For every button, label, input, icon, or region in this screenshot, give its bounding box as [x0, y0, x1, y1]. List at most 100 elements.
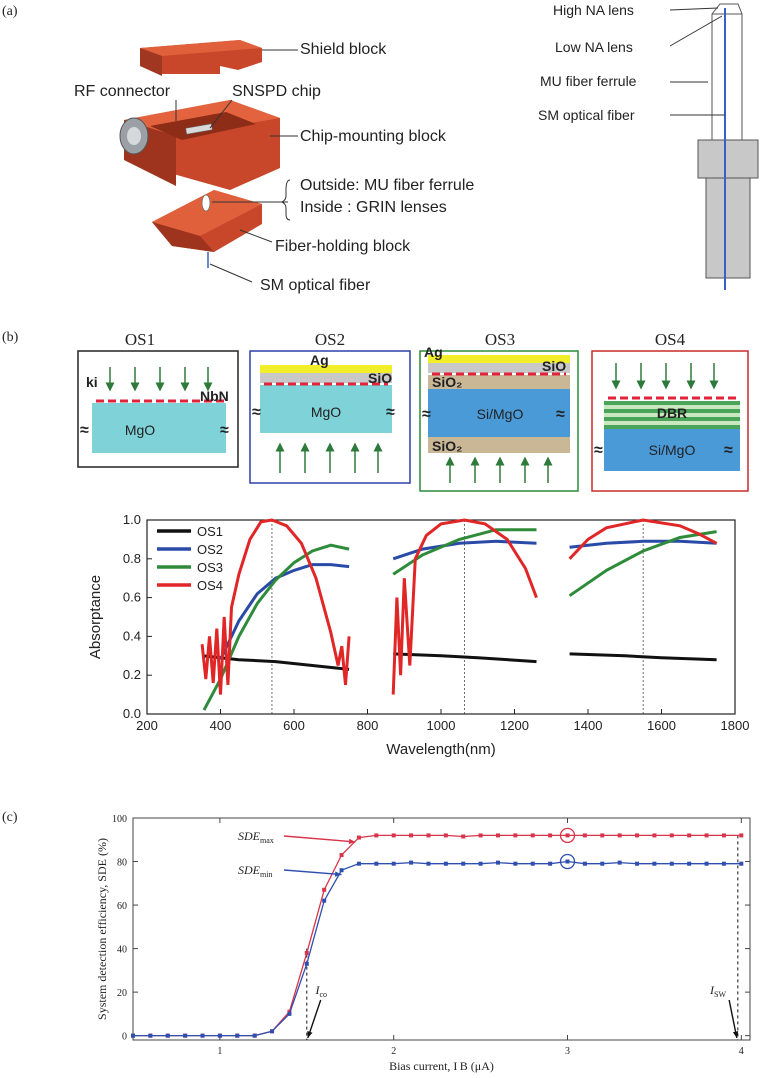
sde-min-arrow-head	[334, 871, 342, 877]
series-marker-sde_min	[739, 861, 744, 866]
i-sw-arrow-head	[732, 1031, 739, 1038]
os4-dbr-layers	[604, 401, 740, 429]
y-tick-label: 0	[122, 1032, 127, 1043]
label-low-na-lens: Low NA lens	[555, 39, 633, 55]
series-marker-sde_min	[721, 861, 726, 866]
series-marker-sde_min	[443, 861, 448, 866]
series-line-os3	[568, 530, 717, 597]
os3-frame	[419, 350, 579, 492]
plot-frame	[132, 817, 751, 1041]
series-line-os2	[219, 563, 350, 661]
series-marker-sde_min	[148, 1033, 153, 1038]
x-tick-label: 1400	[574, 718, 603, 733]
x-tick-label: 1800	[721, 718, 750, 733]
sde-max-arrow-head	[348, 838, 356, 845]
os3-break-left: ≈	[422, 406, 431, 423]
x-tick-label: 3	[565, 1046, 570, 1057]
os3-substrate-label: Si/MgO	[477, 406, 524, 422]
series-marker-sde_max	[530, 833, 535, 838]
y-tick-label: 40	[117, 945, 127, 956]
series-marker-sde_max	[391, 833, 396, 838]
series-marker-sde_max	[739, 833, 744, 838]
y-tick-label: 0.8	[123, 551, 141, 566]
series-marker-sde_min	[391, 861, 396, 866]
panel-a-figure: Shield block RF connector SNSPD chip Chi…	[74, 2, 759, 294]
series-marker-sde_min	[270, 1029, 275, 1034]
os4-break-left: ≈	[594, 442, 603, 459]
legend-label-os3: OS3	[197, 560, 223, 575]
series-marker-sde_max	[339, 853, 344, 857]
legend-label-os2: OS2	[197, 542, 223, 557]
fiber-holding-block-shape	[152, 190, 262, 252]
legend-label-os1: OS1	[197, 524, 223, 539]
os2-ag-label: Ag	[310, 352, 329, 368]
y-tick-label: 100	[112, 814, 127, 825]
x-axis-title: Bias current, I B (μA)	[389, 1059, 494, 1073]
panel-a-tag: (a)	[2, 4, 18, 19]
sde-max-arrow	[283, 835, 356, 843]
os3-title: OS3	[485, 330, 515, 349]
x-tick-label: 1600	[647, 718, 676, 733]
os1-substrate-label: MgO	[125, 422, 155, 438]
series-marker-sde_max	[374, 833, 379, 838]
series-marker-sde_min	[252, 1033, 257, 1038]
highlight-circle-sde_min	[559, 853, 576, 870]
series-marker-sde_max	[582, 833, 587, 838]
label-rf-connector: RF connector	[74, 83, 171, 100]
series-marker-sde_max	[617, 833, 622, 838]
x-tick-label: 600	[283, 718, 305, 733]
series-marker-sde_max	[687, 833, 692, 838]
series-marker-sde_max	[426, 833, 431, 838]
series-marker-sde_min	[478, 861, 483, 866]
series-marker-sde_max	[548, 833, 553, 838]
os4-frame	[591, 350, 749, 492]
os3-sio-label: SiO	[542, 358, 566, 374]
x-axis-title: Wavelength(nm)	[386, 741, 495, 758]
series-marker-sde_min	[530, 861, 535, 866]
os2-sio-label: SiO	[368, 370, 392, 386]
label-chip-mounting-block: Chip-mounting block	[300, 128, 447, 145]
label-mu-fiber-ferrule: MU fiber ferrule	[540, 73, 637, 89]
ferrule-diagram	[697, 3, 759, 290]
y-tick-label: 0.4	[123, 628, 141, 643]
y-tick-label: 0.0	[123, 706, 141, 721]
series-marker-sde_max	[721, 833, 726, 838]
sde-min-arrow	[283, 869, 342, 876]
os4-dbr-label: DBR	[657, 405, 687, 421]
label-snspd-chip: SNSPD chip	[232, 83, 321, 100]
os1-break-right: ≈	[220, 422, 229, 439]
panel-b-structures: OS1 ki NbN MgO ≈ ≈ OS2 Ag SiO MgO ≈ ≈ OS…	[77, 330, 749, 492]
series-marker-sde_max	[495, 833, 500, 838]
series-marker-sde_min	[356, 861, 361, 866]
absorptance-chart: 200 400 600 800 1000 1200 1400 1600 1800 0.0 0.2 0.…	[87, 512, 750, 758]
series-marker-sde_max	[635, 833, 640, 838]
chip-mounting-block-shape	[119, 100, 280, 190]
series-line-os3	[392, 528, 537, 576]
series-marker-sde_min	[548, 861, 553, 866]
label-sm-optical-fiber-right: SM optical fiber	[538, 107, 635, 123]
series-marker-sde_max	[443, 833, 448, 838]
series-marker-sde_min	[217, 1033, 222, 1038]
panel-c-tag: (c)	[2, 810, 18, 825]
series-marker-sde_min	[669, 861, 674, 866]
y-tick-label: 1.0	[123, 512, 141, 527]
series-marker-sde_max	[287, 1009, 292, 1014]
y-axis-title: System detection efficiency, SDE (%)	[95, 838, 109, 1020]
y-tick-label: 0.6	[123, 590, 141, 605]
y-tick-label: 0.2	[123, 667, 141, 682]
label-high-na-lens: High NA lens	[553, 2, 634, 18]
x-tick-label: 200	[136, 718, 158, 733]
sde-max-label: SDEmax	[238, 829, 274, 845]
series-marker-sde_min	[287, 1011, 292, 1016]
series-line-sde_max	[133, 834, 742, 1037]
os4-title: OS4	[655, 330, 686, 349]
os3-ag-label: Ag	[424, 344, 443, 360]
series-marker-sde_min	[339, 868, 344, 873]
x-tick-label: 2	[391, 1046, 396, 1057]
series-marker-sde_min	[409, 860, 414, 865]
series-line-os2	[569, 539, 717, 549]
x-tick-label: 4	[739, 1046, 744, 1057]
series-marker-sde_min	[565, 859, 570, 864]
shield-block-shape	[140, 40, 262, 76]
series-marker-sde_max	[652, 833, 657, 838]
